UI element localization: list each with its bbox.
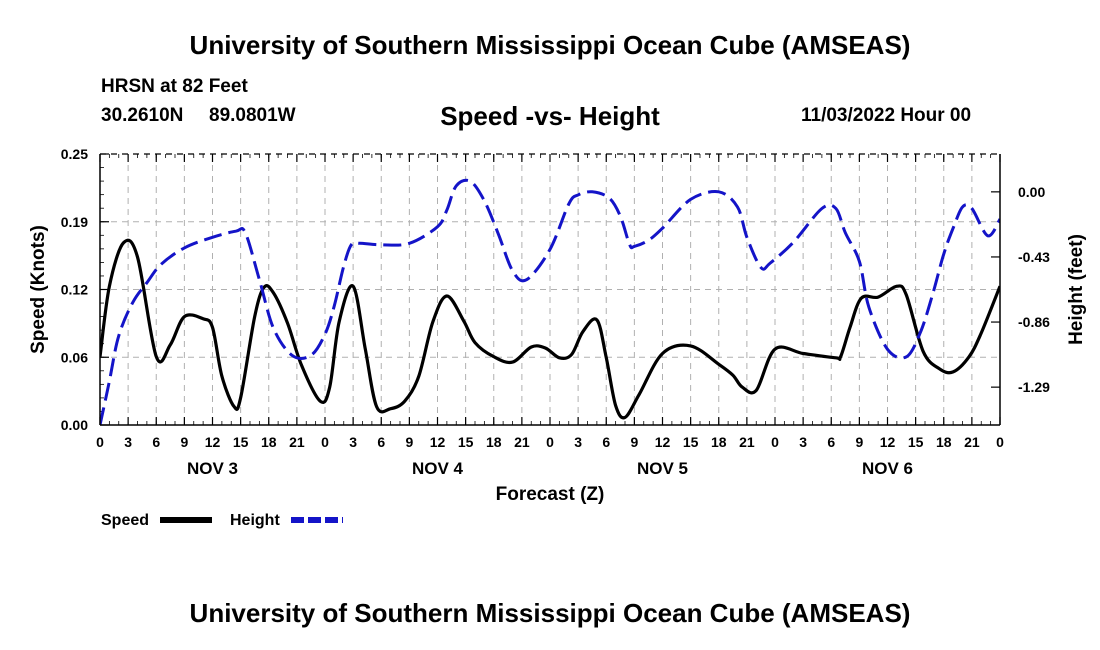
x-tick-label: 12	[205, 434, 221, 450]
x-tick-label: 18	[936, 434, 952, 450]
speed-series-line	[100, 238, 1000, 420]
y2-tick-label: -0.86	[1018, 314, 1050, 330]
day-label: NOV 3	[187, 459, 238, 478]
y-tick-label: 0.19	[61, 214, 88, 230]
x-tick-label: 15	[458, 434, 474, 450]
height-series-line	[100, 178, 1000, 425]
x-tick-label: 15	[908, 434, 924, 450]
speed-height-chart: Speed -vs- Height 0 3 6 9 12 15 18 21 0 3 6 9 12 15 18 2…	[28, 101, 1087, 529]
y-tick-label: 0.12	[61, 282, 88, 298]
y2-axis-title: Height (feet)	[1066, 234, 1087, 345]
y2-tick-label: -0.43	[1018, 249, 1050, 265]
latitude-label: 30.2610N	[101, 105, 184, 126]
longitude-label: 89.0801W	[209, 105, 296, 126]
x-tick-label: 21	[964, 434, 980, 450]
y-tick-label: 0.00	[61, 417, 88, 433]
x-tick-label: 12	[430, 434, 446, 450]
y-axis-title: Speed (Knots)	[28, 225, 49, 354]
x-tick-label: 21	[289, 434, 305, 450]
x-tick-label: 21	[739, 434, 755, 450]
x-tick-label: 3	[124, 434, 132, 450]
x-tick-label: 9	[855, 434, 863, 450]
x-tick-label: 15	[233, 434, 249, 450]
y2-tick-label: 0.00	[1018, 184, 1045, 200]
chart-title: Speed -vs- Height	[440, 101, 660, 131]
x-tick-label: 6	[827, 434, 835, 450]
x-tick-label: 6	[377, 434, 385, 450]
x-tick-label: 9	[180, 434, 188, 450]
x-tick-label: 18	[486, 434, 502, 450]
y2-tick-label: -1.29	[1018, 379, 1050, 395]
day-label: NOV 5	[637, 459, 688, 478]
x-tick-label: 21	[514, 434, 530, 450]
x-axis-title: Forecast (Z)	[496, 484, 605, 505]
legend-speed-label: Speed	[101, 512, 149, 529]
y-tick-label: 0.25	[61, 146, 88, 162]
x-tick-label: 3	[574, 434, 582, 450]
x-tick-label: 3	[349, 434, 357, 450]
x-tick-label: 18	[261, 434, 277, 450]
x-tick-label: 6	[602, 434, 610, 450]
x-tick-label: 9	[405, 434, 413, 450]
x-tick-label: 3	[799, 434, 807, 450]
x-tick-label: 12	[655, 434, 671, 450]
legend-height-label: Height	[230, 512, 280, 529]
day-label: NOV 6	[862, 459, 913, 478]
x-tick-label: 0	[96, 434, 104, 450]
x-tick-label: 12	[880, 434, 896, 450]
top-title: University of Southern Mississippi Ocean…	[189, 30, 911, 60]
x-tick-label: 18	[711, 434, 727, 450]
bottom-title: University of Southern Mississippi Ocean…	[189, 598, 911, 628]
x-tick-label: 0	[321, 434, 329, 450]
y-tick-label: 0.06	[61, 349, 88, 365]
station-label: HRSN at 82 Feet	[101, 76, 248, 97]
x-tick-label: 6	[152, 434, 160, 450]
x-tick-label: 9	[630, 434, 638, 450]
x-tick-label: 0	[996, 434, 1004, 450]
x-tick-label: 0	[546, 434, 554, 450]
x-tick-label: 0	[771, 434, 779, 450]
run-time-label: 11/03/2022 Hour 00	[801, 105, 972, 126]
x-tick-label: 15	[683, 434, 699, 450]
day-label: NOV 4	[412, 459, 464, 478]
